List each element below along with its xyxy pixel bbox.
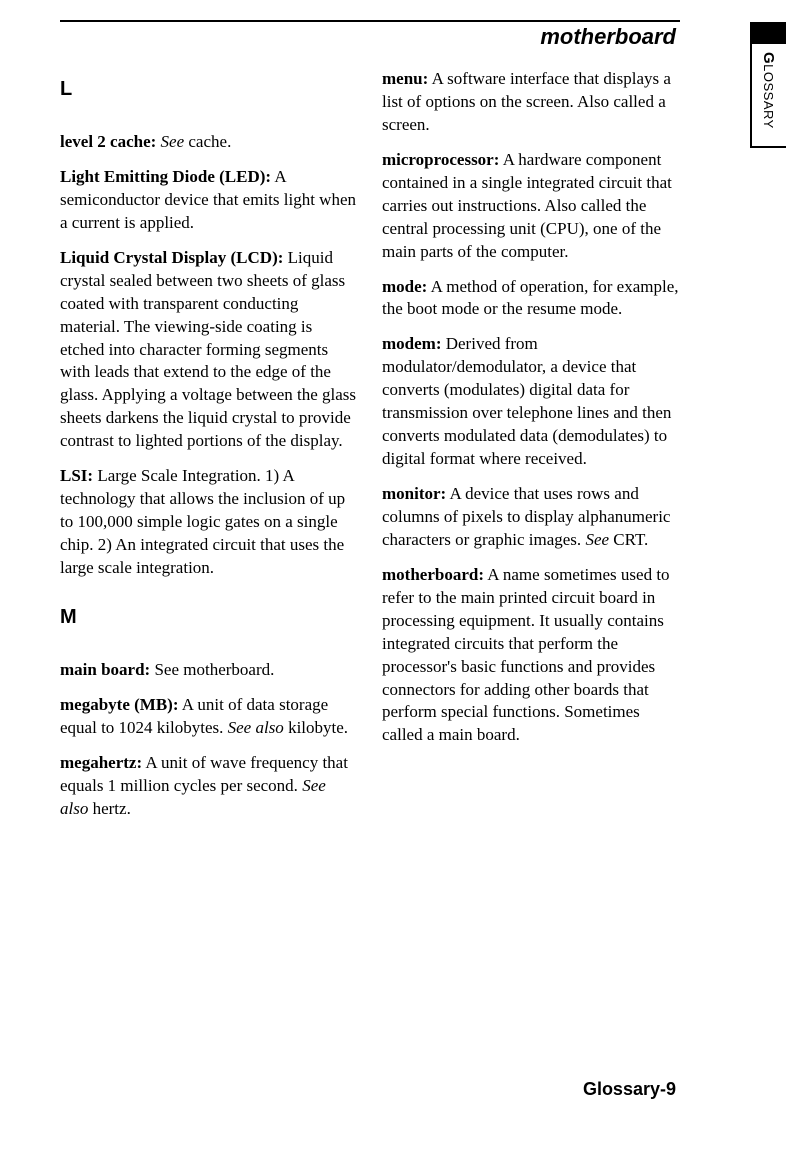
def: cache.	[184, 132, 231, 151]
def: Derived from modulator/demodulator, a de…	[382, 334, 671, 468]
see-word: See	[161, 132, 185, 151]
col-left: L level 2 cache: See cache. Light Emitti…	[60, 68, 358, 833]
entry-megahertz: megahertz: A unit of wave frequency that…	[60, 752, 358, 821]
entry-led: Light Emitting Diode (LED): A semiconduc…	[60, 166, 358, 235]
entry-motherboard: motherboard: A name sometimes used to re…	[382, 564, 680, 748]
header-rule	[60, 20, 680, 22]
see: See	[585, 530, 613, 549]
side-tab-black	[752, 22, 786, 44]
columns: L level 2 cache: See cache. Light Emitti…	[60, 68, 680, 833]
term: monitor:	[382, 484, 446, 503]
def: Large Scale Integration. 1) A technology…	[60, 466, 345, 577]
entry-lsi: LSI: Large Scale Integration. 1) A techn…	[60, 465, 358, 580]
page: motherboard L level 2 cache: See cache. …	[60, 20, 680, 1120]
term: level 2 cache:	[60, 132, 156, 151]
entry-microprocessor: microprocessor: A hardware component con…	[382, 149, 680, 264]
term: Liquid Crystal Display (LCD):	[60, 248, 283, 267]
term: main board:	[60, 660, 150, 679]
def2: kilobyte.	[284, 718, 348, 737]
entry-menu: menu: A software interface that displays…	[382, 68, 680, 137]
side-tab-letter: G	[760, 52, 777, 64]
entry-lcd: Liquid Crystal Display (LCD): Liquid cry…	[60, 247, 358, 453]
def: Liquid crystal sealed between two sheets…	[60, 248, 356, 451]
def2: hertz.	[88, 799, 130, 818]
header-title: motherboard	[60, 24, 680, 50]
entry-megabyte: megabyte (MB): A unit of data storage eq…	[60, 694, 358, 740]
entry-mainboard: main board: See motherboard.	[60, 659, 358, 682]
term: mode:	[382, 277, 427, 296]
term: megabyte (MB):	[60, 695, 179, 714]
term: motherboard:	[382, 565, 484, 584]
col-right: menu: A software interface that displays…	[382, 68, 680, 833]
def2: CRT.	[613, 530, 648, 549]
entry-mode: mode: A method of operation, for example…	[382, 276, 680, 322]
term: LSI:	[60, 466, 93, 485]
side-tab-rest: LOSSARY	[761, 64, 776, 129]
term: menu:	[382, 69, 428, 88]
entry-monitor: monitor: A device that uses rows and col…	[382, 483, 680, 552]
page-footer: Glossary-9	[583, 1079, 676, 1100]
term: microprocessor:	[382, 150, 499, 169]
def: A method of operation, for example, the …	[382, 277, 679, 319]
side-tab-label: GLOSSARY	[752, 44, 777, 144]
term: modem:	[382, 334, 441, 353]
section-L: L	[60, 76, 358, 103]
see-also: See also	[228, 718, 284, 737]
section-M: M	[60, 604, 358, 631]
side-tab: GLOSSARY	[750, 22, 786, 148]
def: See motherboard.	[150, 660, 274, 679]
entry-modem: modem: Derived from modulator/demodulato…	[382, 333, 680, 471]
term: Light Emitting Diode (LED):	[60, 167, 271, 186]
entry-level2cache: level 2 cache: See cache.	[60, 131, 358, 154]
def: A name sometimes used to refer to the ma…	[382, 565, 670, 745]
term: megahertz:	[60, 753, 142, 772]
